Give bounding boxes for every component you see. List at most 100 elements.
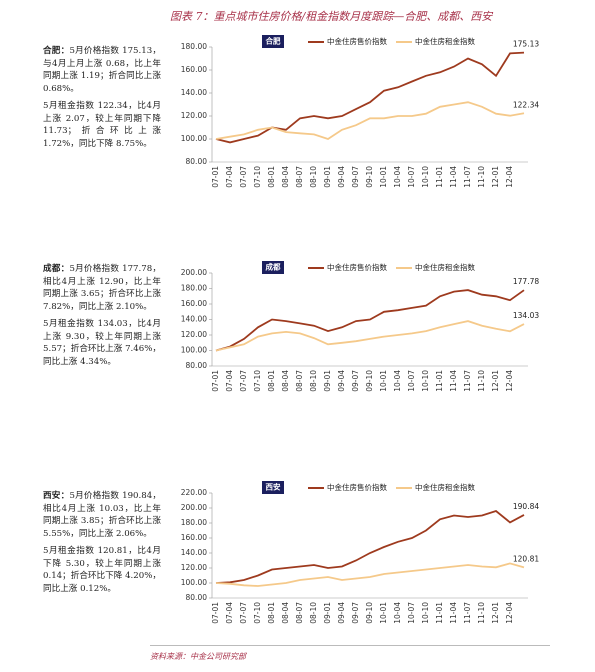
x-tick-label: 10-01 [379,370,388,392]
city-label: 西安： [43,491,70,501]
x-tick-label: 12-01 [491,166,500,188]
legend-label: 中金住房售价指数 [327,262,387,272]
x-tick-label: 10-04 [393,166,402,188]
x-tick-label: 08-07 [295,370,304,392]
text-panel: 西安：5月价格指数 190.84，相比4月上涨 10.03，比上年同期上涨 3.… [43,490,161,600]
y-tick-label: 180.00 [181,42,207,51]
y-tick-label: 120.00 [181,111,207,120]
x-tick-label: 08-01 [267,166,276,188]
x-tick-label: 10-04 [393,370,402,392]
x-tick-label: 08-04 [281,602,290,624]
city-badge [262,481,284,494]
x-tick-label: 10-07 [407,370,416,392]
y-tick-label: 100.00 [181,134,207,143]
charts: 80.00 100.00 120.00 140.00 160.00 180.00 07-01… [181,35,539,624]
x-tick-label: 07-04 [225,166,234,188]
y-tick-label: 80.00 [186,157,208,166]
text-panel: 合肥：5月价格指数 175.13，与4月上月上涨 0.68，比上年同期上涨 1.… [43,45,161,155]
end-value-label: 122.34 [513,100,539,109]
x-tick-label: 07-10 [253,370,262,392]
line-series [215,320,525,352]
y-tick-label: 140.00 [181,88,207,97]
x-tick-label: 11-01 [435,166,444,188]
x-tick-label: 12-04 [505,370,514,392]
y-tick-label: 160.00 [181,299,207,308]
y-tick-label: 140.00 [181,315,207,324]
x-tick-label: 11-07 [463,166,472,188]
figure-title: 图表 7：重点城市住房价格/租金指数月度跟踪—合肥、成都、西安 [170,10,493,23]
city-badge [262,261,284,274]
end-value-label: 190.84 [513,502,539,511]
paragraph: 西安：5月价格指数 190.84，相比4月上涨 10.03，比上年同期上涨 3.… [43,490,161,540]
chart-title: 合肥 [266,36,281,46]
x-tick-label: 09-10 [365,166,374,188]
line-series [215,51,525,144]
y-tick-label: 140.00 [181,548,207,557]
x-tick-label: 07-07 [239,602,248,624]
y-tick-label: 100.00 [181,578,207,587]
x-tick-label: 10-07 [407,602,416,624]
y-tick-label: 180.00 [181,284,207,293]
end-value-label: 175.13 [513,40,539,49]
text: 5月价格指数 190.84，相比4月上涨 10.03，比上年同期上涨 3.85；… [43,491,161,539]
x-tick-label: 09-04 [337,166,346,188]
end-value-label: 120.81 [513,554,539,563]
line-series [215,509,525,584]
text: 5月价格指数 177.78，相比4月上涨 12.90，比上年同期上涨 3.65；… [43,264,161,312]
x-tick-label: 07-10 [253,166,262,188]
text: 5月价格指数 175.13，与4月上月上涨 0.68，比上年同期上涨 1.19；… [43,46,161,94]
x-tick-label: 08-10 [309,370,318,392]
y-tick-label: 160.00 [181,65,207,74]
x-tick-label: 08-10 [309,602,318,624]
x-tick-label: 07-04 [225,370,234,392]
x-tick-label: 09-01 [323,166,332,188]
x-tick-label: 12-01 [491,370,500,392]
end-value-label: 134.03 [513,311,539,320]
y-tick-label: 220.00 [181,488,207,497]
x-tick-label: 09-01 [323,602,332,624]
x-tick-label: 10-07 [407,166,416,188]
legend-label: 中金住房售价指数 [327,482,387,492]
city-badge [262,35,284,48]
legend-label: 中金住房售价指数 [327,36,387,46]
y-tick-label: 160.00 [181,533,207,542]
x-tick-label: 07-07 [239,166,248,188]
x-tick-label: 10-10 [421,370,430,392]
chart-title: 西安 [266,482,281,492]
x-tick-label: 11-01 [435,602,444,624]
x-tick-label: 07-07 [239,370,248,392]
x-tick-label: 12-04 [505,602,514,624]
x-tick-label: 07-04 [225,602,234,624]
x-tick-label: 08-01 [267,602,276,624]
line-series [215,101,525,140]
x-tick-label: 09-04 [337,602,346,624]
y-tick-label: 80.00 [186,593,208,602]
x-tick-label: 11-07 [463,602,472,624]
end-value-label: 177.78 [513,277,539,286]
x-tick-label: 10-10 [421,602,430,624]
x-tick-label: 10-10 [421,166,430,188]
city-label: 合肥： [43,46,70,56]
text-panel: 成都：5月价格指数 177.78，相比4月上涨 12.90，比上年同期上涨 3.… [43,263,161,373]
x-tick-label: 11-04 [449,370,458,392]
x-tick-label: 10-01 [379,602,388,624]
x-tick-label: 11-01 [435,370,444,392]
x-tick-label: 11-04 [449,602,458,624]
x-tick-label: 08-10 [309,166,318,188]
y-tick-label: 120.00 [181,563,207,572]
y-tick-label: 80.00 [186,361,208,370]
y-tick-label: 200.00 [181,503,207,512]
x-tick-label: 11-07 [463,370,472,392]
x-tick-label: 09-07 [351,166,360,188]
x-tick-label: 09-04 [337,370,346,392]
x-tick-label: 12-01 [491,602,500,624]
line-series [215,562,525,587]
x-tick-label: 11-10 [477,602,486,624]
x-tick-label: 09-01 [323,370,332,392]
legend-label: 中金住房租金指数 [415,262,475,272]
x-tick-label: 07-01 [211,166,220,188]
x-tick-label: 08-07 [295,602,304,624]
x-tick-label: 08-04 [281,166,290,188]
divider [150,645,550,646]
